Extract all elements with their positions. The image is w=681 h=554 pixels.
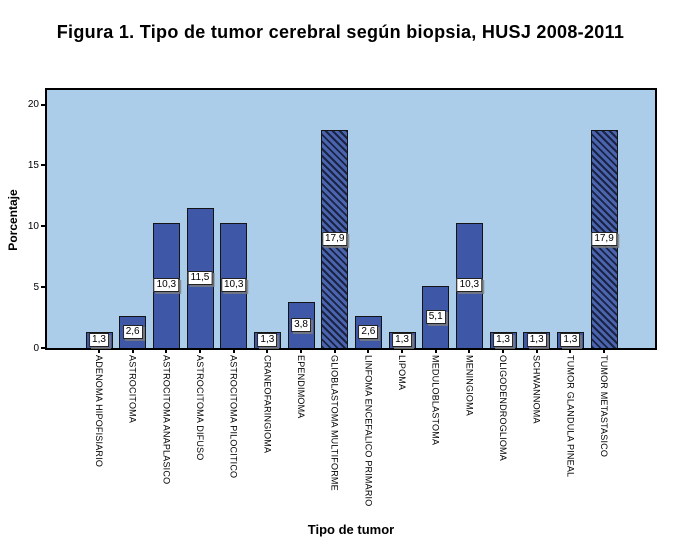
x-tick-mark bbox=[367, 348, 370, 353]
x-tick-mark bbox=[333, 348, 336, 353]
x-tick-label: CRANEOFARINGIOMA bbox=[262, 355, 273, 454]
x-tick-label: MEDULOBLASTOMA bbox=[430, 355, 441, 446]
x-tick-label: SCHWANNOMA bbox=[531, 355, 542, 424]
x-tick-mark bbox=[131, 348, 134, 353]
x-tick-label: TUMOR METASTASICO bbox=[599, 355, 610, 458]
x-tick-mark bbox=[98, 348, 100, 353]
y-tick-mark bbox=[41, 347, 47, 349]
x-tick-label: TUMOR GLANDULA PINEAL bbox=[565, 355, 576, 478]
x-tick-label: LINFOMA ENCEFALICO PRIMARIO bbox=[363, 355, 374, 507]
x-tick-mark bbox=[535, 348, 538, 353]
bar-value-label: 1,3 bbox=[89, 333, 109, 348]
bar-value-label: 11,5 bbox=[187, 271, 213, 286]
x-axis-title: Tipo de tumor bbox=[307, 522, 395, 537]
x-tick-mark bbox=[434, 348, 437, 353]
x-tick-mark bbox=[165, 348, 168, 353]
y-tick-mark bbox=[41, 164, 47, 167]
x-tick-label: MENINGIOMA bbox=[464, 355, 475, 417]
x-tick-label: LIPOMA bbox=[397, 355, 408, 391]
x-tick-mark bbox=[232, 348, 235, 353]
y-tick-mark bbox=[41, 225, 47, 228]
x-tick-label: ASTROCITOMA ANAPLASICO bbox=[161, 355, 172, 485]
bar-value-label: 1,3 bbox=[560, 333, 581, 348]
y-tick-label: 5 bbox=[33, 281, 39, 293]
x-tick-label: GLIOBLASTOMA MULTIFORME bbox=[329, 355, 340, 491]
bar-value-label: 17,9 bbox=[321, 232, 348, 247]
bar-value-label: 10,3 bbox=[220, 278, 247, 293]
y-tick-label: 15 bbox=[27, 159, 39, 171]
bar-value-label: 5,1 bbox=[425, 309, 446, 324]
plot-area bbox=[47, 90, 655, 348]
x-tick-label: ADENOMA HIPOFISIARIO bbox=[94, 355, 104, 468]
bar-value-label: 2,6 bbox=[358, 325, 379, 340]
bar-value-label: 3,8 bbox=[291, 317, 311, 332]
bar-value-label: 10,3 bbox=[153, 278, 180, 293]
x-tick-mark bbox=[266, 348, 269, 353]
y-tick-mark bbox=[41, 103, 47, 106]
x-tick-label: ASTROCITOMA bbox=[127, 355, 138, 424]
y-tick-label: 10 bbox=[27, 220, 39, 232]
x-tick-mark bbox=[401, 348, 404, 353]
bar-value-label: 1,3 bbox=[257, 333, 278, 348]
x-tick-mark bbox=[603, 348, 606, 353]
x-tick-mark bbox=[569, 348, 572, 353]
y-tick-label: 0 bbox=[33, 342, 39, 354]
y-tick-mark bbox=[41, 286, 47, 289]
y-tick-label: 20 bbox=[27, 99, 39, 111]
x-tick-mark bbox=[468, 348, 471, 353]
x-tick-label: OLIGODENDROGLIOMA bbox=[498, 355, 509, 461]
x-tick-mark bbox=[300, 348, 303, 353]
bar-value-label: 10,3 bbox=[456, 278, 483, 293]
bar-value-label: 1,3 bbox=[493, 333, 513, 348]
bar-value-label: 1,3 bbox=[526, 333, 547, 348]
x-tick-label: ASTROCITOMA PILOCITICO bbox=[228, 355, 239, 479]
x-tick-label: EPENDIMOMA bbox=[296, 355, 307, 419]
x-tick-mark bbox=[502, 348, 505, 353]
bar-value-label: 1,3 bbox=[392, 333, 412, 348]
x-tick-mark bbox=[199, 348, 201, 353]
x-tick-label: ASTROCITOMA DIFUSO bbox=[195, 355, 205, 461]
chart-title: Figura 1. Tipo de tumor cerebral según b… bbox=[56, 22, 625, 42]
bar-value-label: 2,6 bbox=[122, 325, 143, 340]
bar-value-label: 17,9 bbox=[591, 232, 617, 247]
